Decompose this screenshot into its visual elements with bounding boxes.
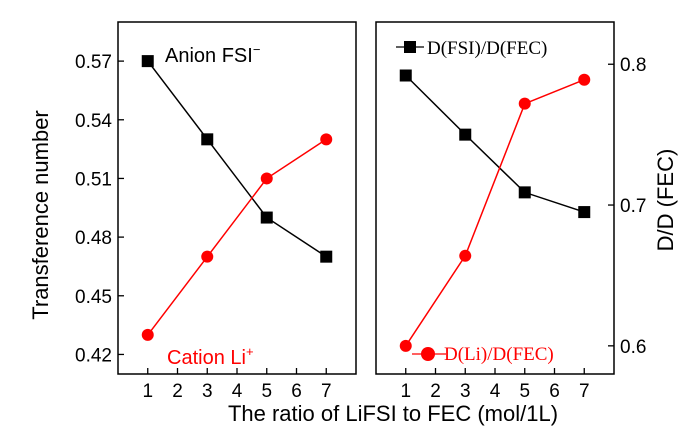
- right-x-tick-label: 6: [549, 381, 560, 402]
- right-series-0-line: [405, 74, 585, 213]
- legend-li: D(Li)/D(FEC): [412, 344, 554, 365]
- left-x-tick-label: 4: [232, 381, 243, 402]
- right-series-1-point: [578, 73, 591, 86]
- right-y-tick-label: 0.6: [620, 337, 646, 358]
- right-y-axis-label: D/D (FEC): [653, 149, 678, 252]
- legend-fsi-label: D(FSI)/D(FEC): [427, 38, 547, 59]
- left-series-1-point: [201, 250, 214, 263]
- right-x-tick-label: 2: [430, 381, 441, 402]
- left-plot-frame: [117, 21, 357, 375]
- left-x-tick-label: 1: [142, 381, 153, 402]
- right-x-tick-label: 7: [579, 381, 590, 402]
- right-series-0-point: [578, 206, 591, 219]
- left-y-tick-label: 0.54: [75, 111, 112, 132]
- left-series-0-point: [201, 133, 214, 146]
- left-series-0-point: [141, 55, 154, 68]
- right-series-0-point: [518, 186, 531, 199]
- right-series-0-point: [459, 128, 472, 141]
- left-y-tick-label: 0.57: [75, 52, 112, 73]
- left-series-1-point: [141, 328, 154, 341]
- left-y-tick-label: 0.48: [75, 228, 112, 249]
- anion-annotation: Anion FSI−: [165, 42, 260, 67]
- right-x-tick-label: 5: [519, 381, 530, 402]
- cation-annotation-sup: +: [246, 344, 254, 359]
- right-x-tick-label: 4: [490, 381, 501, 402]
- cation-annotation: Cation Li+: [167, 344, 254, 369]
- right-y-tick-label: 0.7: [620, 196, 646, 217]
- right-x-tick-label: 1: [400, 381, 411, 402]
- legend-li-label: D(Li)/D(FEC): [444, 344, 554, 365]
- left-x-tick-label: 6: [291, 381, 302, 402]
- left-x-tick-label: 5: [261, 381, 272, 402]
- legend-li-marker: [421, 347, 435, 361]
- right-series-1-point: [459, 249, 472, 262]
- left-series-1-point: [260, 172, 273, 185]
- x-axis-label: The ratio of LiFSI to FEC (mol/1L): [228, 401, 558, 426]
- left-y-axis-label: Transference number: [28, 110, 53, 320]
- right-series-1-point: [399, 339, 412, 352]
- anion-annotation-text: Anion FSI: [165, 45, 253, 67]
- legend-fsi: D(FSI)/D(FEC): [396, 38, 547, 59]
- right-x-tick-label: 3: [460, 381, 471, 402]
- left-series-0-line: [147, 60, 327, 258]
- left-series-0-point: [260, 211, 273, 224]
- left-y-tick-label: 0.42: [75, 345, 112, 366]
- legend-fsi-marker: [404, 41, 416, 53]
- left-series-1-line: [147, 138, 327, 336]
- right-series-0-point: [399, 69, 412, 82]
- left-x-tick-label: 7: [321, 381, 332, 402]
- left-y-tick-label: 0.45: [75, 287, 112, 308]
- left-series-0-point: [320, 250, 333, 263]
- left-series-1-point: [320, 133, 333, 146]
- cation-annotation-text: Cation Li: [167, 347, 246, 369]
- left-x-tick-label: 3: [202, 381, 213, 402]
- anion-annotation-sup: −: [253, 42, 261, 57]
- right-y-tick-label: 0.8: [620, 55, 646, 76]
- right-series-1-point: [518, 97, 531, 110]
- left-y-tick-label: 0.51: [75, 169, 112, 190]
- left-x-tick-label: 2: [172, 381, 183, 402]
- right-series-1-line: [405, 79, 585, 347]
